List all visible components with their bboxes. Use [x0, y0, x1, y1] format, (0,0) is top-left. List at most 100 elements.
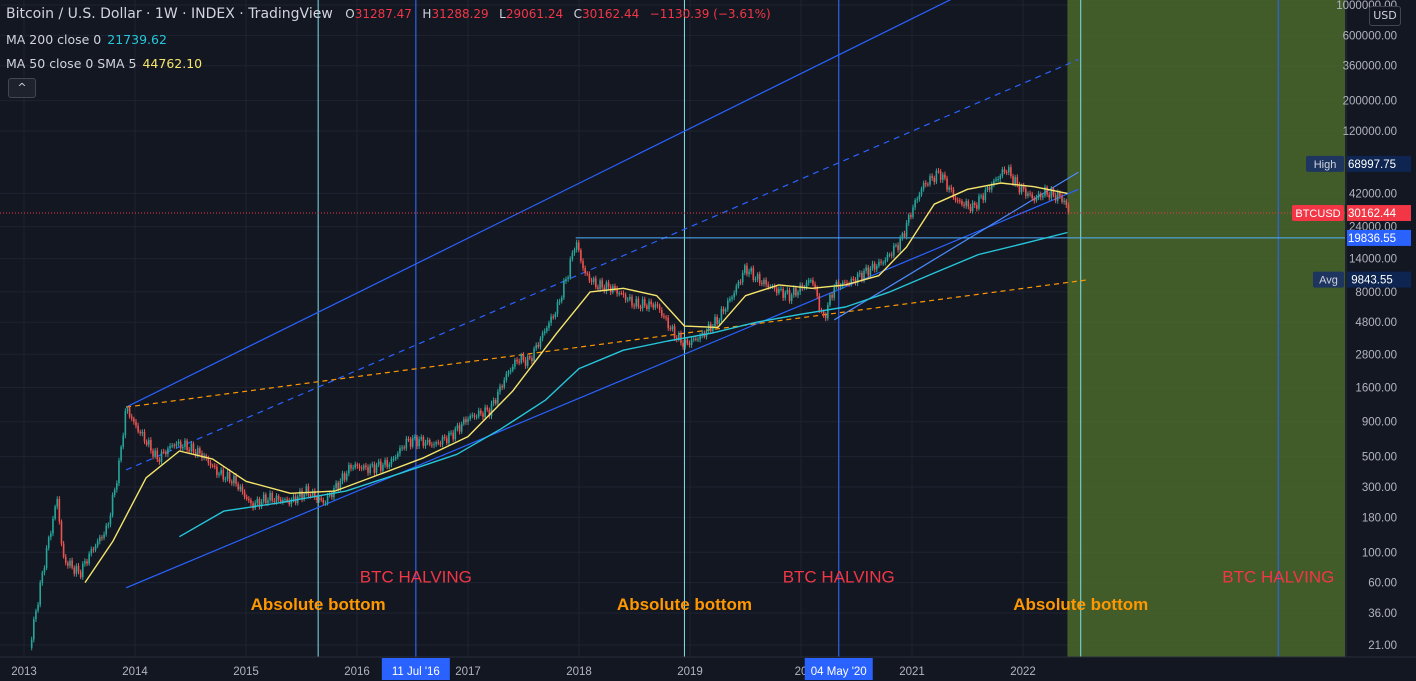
candle [348, 465, 350, 474]
candle [494, 399, 497, 404]
open-label: O [345, 7, 355, 21]
candle [573, 249, 576, 253]
candle [439, 443, 442, 445]
ma50-indicator[interactable]: MA 50 close 0 SMA 5 44762.10 [6, 56, 202, 71]
time-axis: 2013 2014 2015 2016 2017 2018 2019 20 2021 2022 11… [0, 656, 1416, 681]
channel-mid-line [125, 58, 1079, 471]
candle [218, 473, 220, 475]
price-tick-label: 2800.00 [1355, 349, 1397, 361]
candle [1010, 167, 1012, 177]
candle [113, 489, 116, 496]
price-tick-label: 300.00 [1362, 482, 1397, 494]
candle [1059, 192, 1061, 197]
candle [350, 465, 352, 469]
price-tick-label: 1600.00 [1355, 383, 1397, 395]
candle [669, 328, 672, 330]
candle [631, 296, 633, 306]
candle [746, 265, 748, 275]
candle [916, 199, 919, 201]
candle [899, 238, 902, 250]
candle [177, 441, 180, 445]
price-tag-value: 68997.75 [1348, 159, 1396, 171]
candle [739, 281, 742, 283]
candle [786, 289, 789, 293]
candle [331, 493, 333, 498]
candle [543, 331, 546, 334]
currency-button[interactable]: USD [1369, 6, 1401, 26]
ma50-label: MA 50 close 0 SMA 5 [6, 56, 137, 71]
candle [377, 461, 380, 465]
candle [130, 416, 133, 419]
candle [946, 178, 948, 190]
high-label: H [422, 7, 432, 21]
candle [499, 386, 501, 392]
projection-zone-rect [1067, 0, 1345, 657]
candle [58, 498, 61, 522]
candle [286, 499, 288, 501]
candle [844, 282, 846, 284]
candle [810, 280, 812, 282]
candle [922, 183, 925, 189]
symbol-title[interactable]: Bitcoin / U.S. Dollar · 1W · INDEX · Tra… [6, 6, 333, 22]
candle [1046, 187, 1048, 195]
candle [1065, 200, 1068, 205]
candle [420, 437, 423, 440]
candle [245, 496, 248, 499]
candle [603, 287, 606, 292]
candle [358, 466, 361, 468]
candle [437, 442, 440, 444]
candle [194, 451, 197, 456]
candle [343, 473, 346, 480]
time-tick-label: 2014 [122, 666, 148, 678]
candle [271, 492, 274, 501]
candle [514, 359, 516, 367]
candle [888, 254, 891, 256]
candle [639, 306, 642, 309]
candle [501, 386, 503, 388]
candle [733, 293, 735, 298]
channel-upper-line [125, 0, 952, 408]
candle [1042, 195, 1044, 198]
candle [812, 280, 814, 285]
candle [833, 287, 836, 298]
candle [861, 273, 863, 281]
symbol-header: Bitcoin / U.S. Dollar · 1W · INDEX · Tra… [6, 6, 777, 22]
candle [912, 207, 914, 217]
candle [341, 473, 344, 482]
candle [135, 421, 137, 426]
ma200-indicator[interactable]: MA 200 close 0 21739.62 [6, 32, 167, 47]
candle [88, 553, 90, 564]
candle [937, 170, 940, 172]
candle [252, 503, 254, 509]
candle [384, 459, 386, 465]
collapse-indicators-button[interactable]: ^ [8, 78, 36, 98]
candle [920, 188, 923, 195]
candle [767, 284, 770, 288]
candle [822, 311, 825, 315]
candle [605, 282, 608, 292]
candle [673, 326, 676, 338]
candle [458, 425, 461, 432]
price-tag-value: 19836.55 [1348, 233, 1396, 245]
candle [309, 495, 312, 497]
candle [658, 305, 661, 310]
candle [1035, 197, 1038, 201]
time-tick-label: 2021 [899, 666, 925, 678]
price-tick-label: 36.00 [1368, 608, 1397, 620]
candle [92, 549, 95, 551]
candle [392, 458, 395, 460]
candle [784, 292, 787, 298]
candle [250, 500, 252, 504]
candle [237, 483, 239, 490]
candle [990, 184, 993, 190]
price-tag-value: 30162.44 [1348, 208, 1397, 220]
candle [243, 491, 246, 497]
time-highlight-bg [381, 658, 450, 680]
candle [1031, 194, 1033, 199]
candle [905, 222, 908, 237]
candle [73, 567, 76, 574]
candle [901, 233, 904, 239]
candle [686, 339, 689, 344]
candle [441, 436, 444, 445]
